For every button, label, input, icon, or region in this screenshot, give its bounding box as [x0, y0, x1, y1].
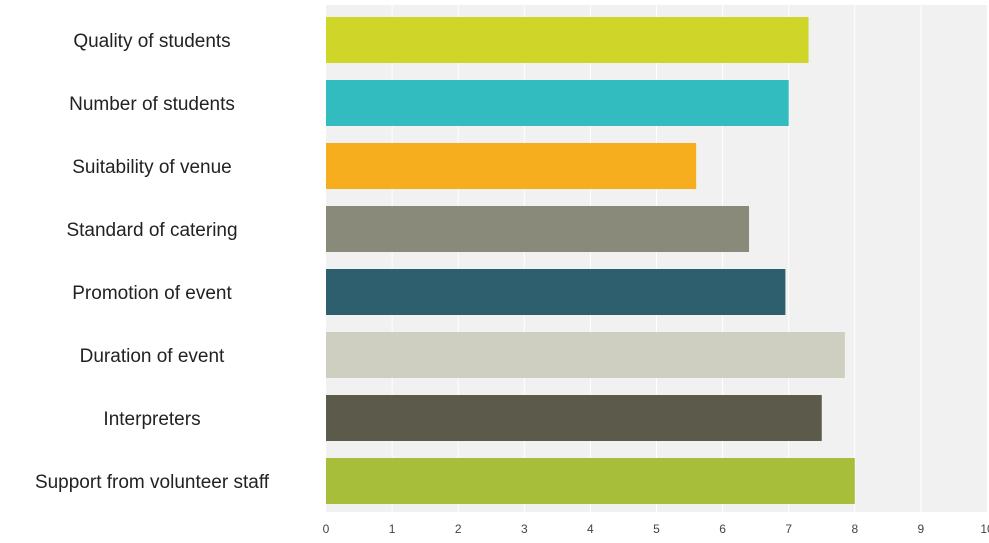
category-label: Promotion of event	[72, 283, 232, 304]
x-tick-label: 1	[389, 522, 396, 536]
category-labels: Quality of students Number of students Sui…	[35, 31, 270, 493]
x-tick-label: 6	[719, 522, 726, 536]
x-tick-label: 10	[980, 522, 989, 536]
bar	[326, 395, 822, 441]
x-tick-label: 5	[653, 522, 660, 536]
x-tick-label: 0	[323, 522, 330, 536]
x-tick-label: 3	[521, 522, 528, 536]
bar	[326, 206, 750, 252]
bar	[326, 143, 697, 189]
bar	[326, 458, 855, 504]
category-label: Interpreters	[103, 409, 200, 430]
category-label: Duration of event	[80, 346, 225, 367]
bar	[326, 332, 845, 378]
category-label: Suitability of venue	[72, 157, 232, 178]
x-tick-label: 7	[785, 522, 792, 536]
x-tick-label: 9	[918, 522, 925, 536]
category-label: Standard of catering	[66, 220, 237, 241]
bars	[326, 17, 855, 504]
bar	[326, 17, 809, 63]
x-tick-label: 2	[455, 522, 462, 536]
category-label: Number of students	[69, 94, 235, 115]
x-tick-label: 8	[851, 522, 858, 536]
bar	[326, 269, 786, 315]
category-label: Quality of students	[73, 31, 230, 52]
x-tick-label: 4	[587, 522, 594, 536]
category-label: Support from volunteer staff	[35, 472, 270, 493]
x-axis-ticks: 0 1 2 3 4 5 6 7 8 9 10	[323, 522, 989, 536]
bar	[326, 80, 789, 126]
